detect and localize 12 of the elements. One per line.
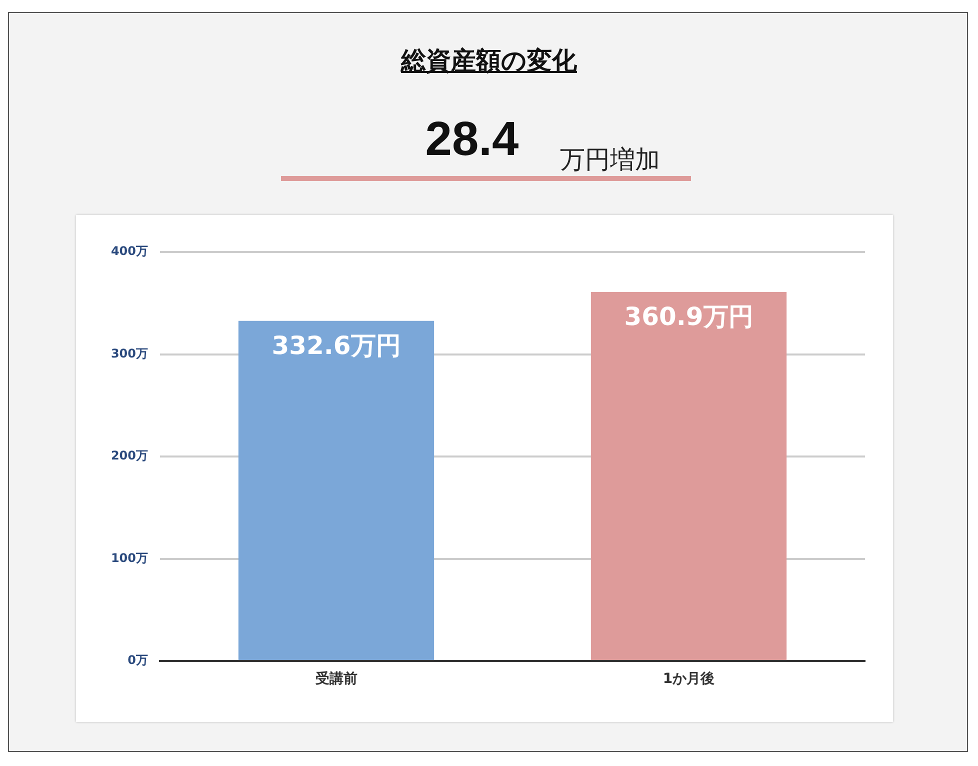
x-tick-label: 1か月後 bbox=[662, 671, 715, 688]
chart-subtitle: 28.4 bbox=[425, 113, 519, 166]
y-tick-label: 400万 bbox=[110, 244, 148, 258]
y-tick-label: 100万 bbox=[110, 550, 148, 565]
y-tick-label: 300万 bbox=[110, 346, 148, 360]
x-tick-label: 受講前 bbox=[314, 670, 358, 688]
text: 万円増加 bbox=[560, 144, 660, 176]
data-label: 360.9万円 bbox=[624, 302, 754, 331]
y-tick-label: 200万 bbox=[110, 448, 148, 463]
y-tick-label: 0万 bbox=[128, 653, 148, 668]
data-label: 332.6万円 bbox=[272, 330, 401, 360]
chart-title: 総資産額の変化 bbox=[401, 46, 577, 75]
